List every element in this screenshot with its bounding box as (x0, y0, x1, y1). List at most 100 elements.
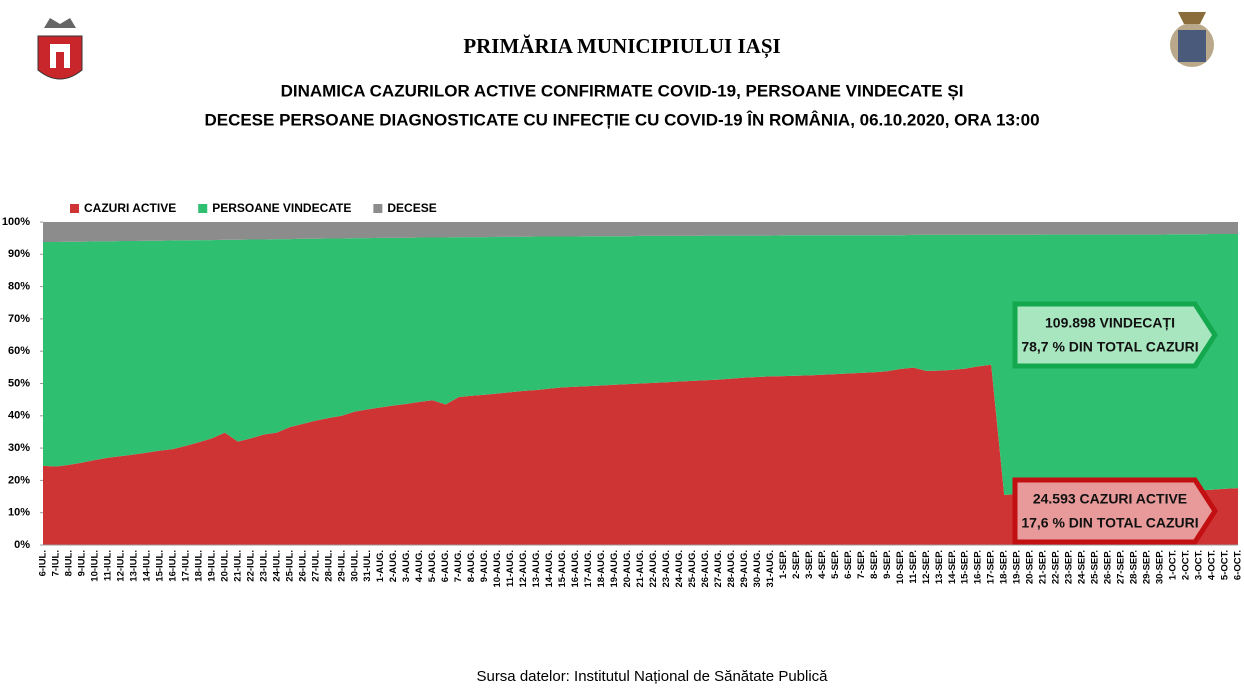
x-tick-label: 25-IUL. (284, 550, 295, 582)
x-tick-label: 14-SEP. (947, 550, 958, 584)
x-tick-label: 9-SEP. (882, 550, 893, 579)
x-tick-label: 10-IUL. (89, 550, 100, 582)
x-tick-label: 17-AUG. (583, 550, 594, 587)
annotation-text: 78,7 % DIN TOTAL CAZURI (1021, 339, 1198, 355)
y-tick-label: 30% (8, 442, 30, 454)
x-tick-label: 18-AUG. (596, 550, 607, 587)
x-tick-label: 6-AUG. (440, 550, 451, 582)
chart-title: DINAMICA CAZURILOR ACTIVE CONFIRMATE COV… (281, 81, 964, 100)
x-tick-label: 3-AUG. (401, 550, 412, 582)
x-tick-label: 26-AUG. (700, 550, 711, 587)
x-tick-label: 6-OCT. (1233, 550, 1244, 580)
x-tick-label: 18-SEP. (999, 550, 1010, 584)
x-tick-label: 10-SEP. (895, 550, 906, 584)
x-tick-label: 12-AUG. (518, 550, 529, 587)
x-tick-label: 16-AUG. (570, 550, 581, 587)
y-tick-label: 10% (8, 507, 30, 519)
x-tick-label: 4-SEP. (817, 550, 828, 579)
x-tick-label: 25-AUG. (687, 550, 698, 587)
legend-swatch (70, 204, 79, 213)
x-tick-label: 8-AUG. (466, 550, 477, 582)
x-tick-label: 7-SEP. (856, 550, 867, 579)
x-tick-label: 24-IUL. (271, 550, 282, 582)
x-tick-label: 6-SEP. (843, 550, 854, 579)
x-tick-label: 26-SEP. (1103, 550, 1114, 584)
x-tick-label: 29-SEP. (1142, 550, 1153, 584)
x-tick-label: 7-IUL. (51, 550, 62, 576)
x-tick-label: 5-OCT. (1220, 550, 1231, 580)
y-tick-label: 60% (8, 345, 30, 357)
legend-label: CAZURI ACTIVE (84, 201, 176, 215)
x-tick-label: 28-AUG. (726, 550, 737, 587)
y-tick-label: 100% (2, 216, 30, 228)
logo-left (37, 18, 83, 80)
x-tick-label: 14-IUL. (141, 550, 152, 582)
x-tick-label: 23-IUL. (258, 550, 269, 582)
x-tick-label: 20-IUL. (219, 550, 230, 582)
y-tick-label: 90% (8, 248, 30, 260)
area (43, 233, 1238, 495)
x-tick-label: 30-IUL. (349, 550, 360, 582)
x-tick-label: 8-SEP. (869, 550, 880, 579)
annotation-box (1012, 477, 1218, 545)
x-tick-label: 22-SEP. (1051, 550, 1062, 584)
x-tick-label: 17-SEP. (986, 550, 997, 584)
x-tick-label: 4-AUG. (414, 550, 425, 582)
source: Sursa datelor: Institutul Național de Să… (476, 668, 828, 685)
chart-title: DECESE PERSOANE DIAGNOSTICATE CU INFECȚI… (204, 110, 1039, 129)
x-tick-label: 11-SEP. (908, 550, 919, 584)
x-tick-label: 3-SEP. (804, 550, 815, 579)
x-tick-label: 16-SEP. (973, 550, 984, 584)
x-tick-label: 13-SEP. (934, 550, 945, 584)
x-tick-label: 26-IUL. (297, 550, 308, 582)
x-tick-label: 5-SEP. (830, 550, 841, 579)
x-tick-label: 9-AUG. (479, 550, 490, 582)
x-tick-label: 31-AUG. (765, 550, 776, 587)
legend-label: DECESE (387, 201, 436, 215)
x-tick-label: 22-IUL. (245, 550, 256, 582)
legend-swatch (373, 204, 383, 213)
x-tick-label: 23-AUG. (661, 550, 672, 587)
x-tick-label: 16-IUL. (167, 550, 178, 582)
x-tick-label: 21-AUG. (635, 550, 646, 587)
x-tick-label: 21-SEP. (1038, 550, 1049, 584)
x-tick-label: 13-IUL. (128, 550, 139, 582)
annotation: 109.898 VINDECAȚI 78,7 % DIN TOTAL CAZURI (1012, 301, 1218, 369)
x-tick-label: 10-AUG. (492, 550, 503, 587)
x-tick-label: 24-SEP. (1077, 550, 1088, 584)
logo-right (1170, 12, 1214, 67)
x-tick-label: 2-OCT. (1181, 550, 1192, 580)
x-tick-label: 14-AUG. (544, 550, 555, 587)
y-tick-label: 70% (8, 313, 30, 325)
x-tick-label: 4-OCT. (1207, 550, 1218, 580)
x-tick-label: 28-SEP. (1129, 550, 1140, 584)
area (43, 222, 1238, 243)
legend-label: PERSOANE VINDECATE (212, 201, 351, 215)
x-tick-label: 31-IUL. (362, 550, 373, 582)
x-tick-label: 23-SEP. (1064, 550, 1075, 584)
annotation-text: 24.593 CAZURI ACTIVE (1033, 491, 1187, 507)
x-tick-label: 6-IUL. (38, 550, 49, 576)
x-tick-label: 29-AUG. (739, 550, 750, 587)
x-tick-label: 9-IUL. (76, 550, 87, 576)
y-tick-label: 20% (8, 474, 30, 486)
x-tick-label: 27-AUG. (713, 550, 724, 587)
x-tick-label: 12-SEP. (921, 550, 932, 584)
x-tick-label: 1-OCT. (1168, 550, 1179, 580)
y-tick-label: 50% (8, 377, 30, 389)
area (43, 364, 1238, 545)
annotation: 24.593 CAZURI ACTIVE 17,6 % DIN TOTAL CAZ… (1012, 477, 1218, 545)
x-tick-label: 20-SEP. (1025, 550, 1036, 584)
x-tick-label: 7-AUG. (453, 550, 464, 582)
x-tick-label: 19-AUG. (609, 550, 620, 587)
x-tick-label: 19-IUL. (206, 550, 217, 582)
annotation-box (1012, 301, 1218, 369)
x-tick-label: 19-SEP. (1012, 550, 1023, 584)
x-tick-label: 1-AUG. (375, 550, 386, 582)
x-tick-label: 21-IUL. (232, 550, 243, 582)
x-tick-label: 15-SEP. (960, 550, 971, 584)
x-tick-label: 3-OCT. (1194, 550, 1205, 580)
y-tick-label: 40% (8, 410, 30, 422)
x-tick-label: 29-IUL. (336, 550, 347, 582)
